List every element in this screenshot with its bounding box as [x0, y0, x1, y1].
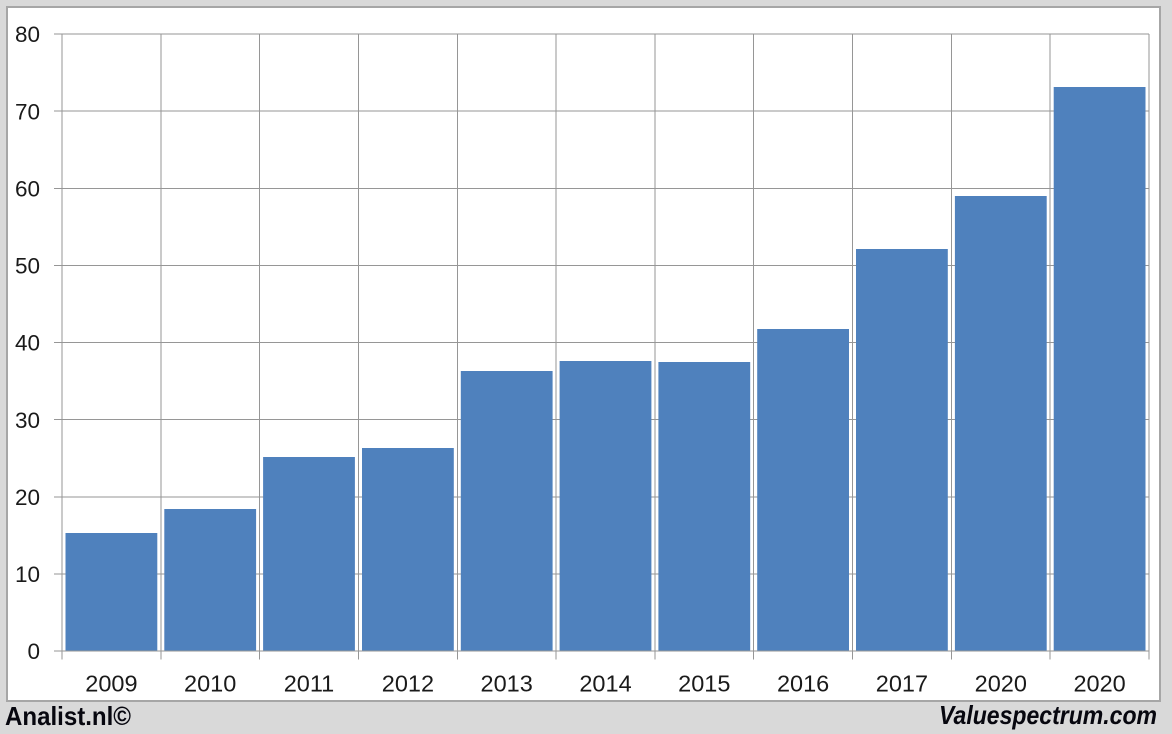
svg-text:2010: 2010: [184, 671, 236, 697]
svg-text:30: 30: [15, 408, 40, 433]
svg-text:2020: 2020: [975, 671, 1027, 697]
svg-text:2015: 2015: [678, 671, 730, 697]
svg-text:70: 70: [15, 99, 40, 124]
svg-text:60: 60: [15, 177, 40, 202]
svg-text:20: 20: [15, 485, 40, 510]
svg-text:2013: 2013: [481, 671, 533, 697]
svg-text:2016: 2016: [777, 671, 829, 697]
svg-text:50: 50: [15, 254, 40, 279]
svg-text:2012: 2012: [382, 671, 434, 697]
svg-text:Valuespectrum.com: Valuespectrum.com: [939, 700, 1157, 730]
svg-text:80: 80: [15, 22, 40, 47]
svg-text:2020: 2020: [1073, 671, 1125, 697]
svg-text:40: 40: [15, 331, 40, 356]
svg-text:10: 10: [15, 562, 40, 587]
svg-text:2011: 2011: [284, 671, 335, 697]
svg-text:2009: 2009: [85, 671, 137, 697]
svg-text:2014: 2014: [579, 671, 631, 697]
svg-text:Analist.nl©: Analist.nl©: [5, 701, 131, 731]
svg-text:2017: 2017: [876, 671, 928, 697]
svg-text:0: 0: [27, 639, 40, 664]
